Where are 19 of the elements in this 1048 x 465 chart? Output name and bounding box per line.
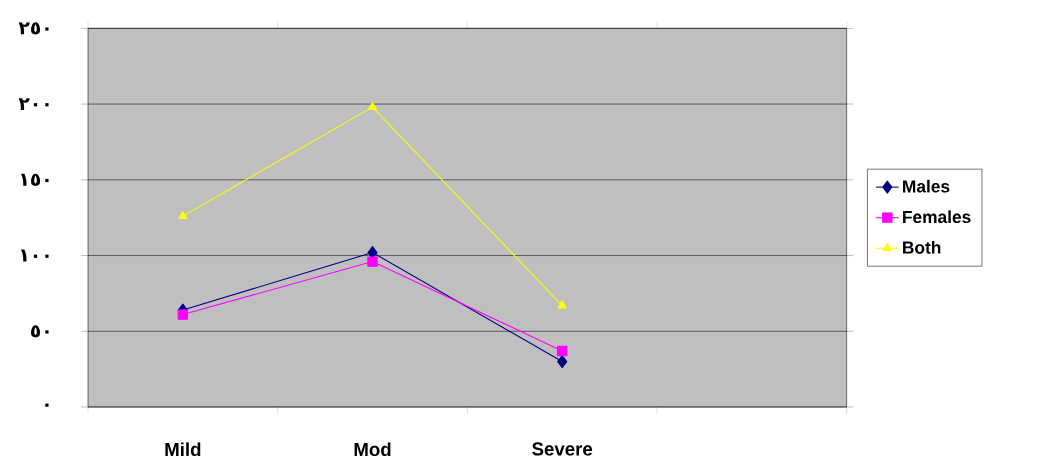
- y-tick-label: ٢٠٠: [18, 98, 49, 110]
- legend-label: Both: [903, 240, 941, 254]
- legend-label: Males: [903, 179, 950, 193]
- x-tick-label: Severe: [532, 442, 593, 456]
- y-tick-label: ١٠٠: [21, 249, 49, 262]
- y-tick-label: ٠: [45, 403, 49, 407]
- x-tick-label: Mod: [354, 442, 391, 457]
- y-tick-label: ٥٠: [31, 325, 49, 338]
- legend-label: Females: [903, 210, 971, 224]
- point: [177, 309, 189, 320]
- point: [178, 210, 188, 220]
- point: [556, 345, 568, 357]
- point: [367, 101, 378, 110]
- y-tick-label: ١٥٠: [21, 173, 49, 186]
- point: [557, 355, 568, 369]
- point: [367, 256, 378, 267]
- point: [557, 300, 567, 309]
- y-tick-label: ٢٥٠: [18, 22, 49, 35]
- x-tick-label: Mild: [165, 442, 201, 457]
